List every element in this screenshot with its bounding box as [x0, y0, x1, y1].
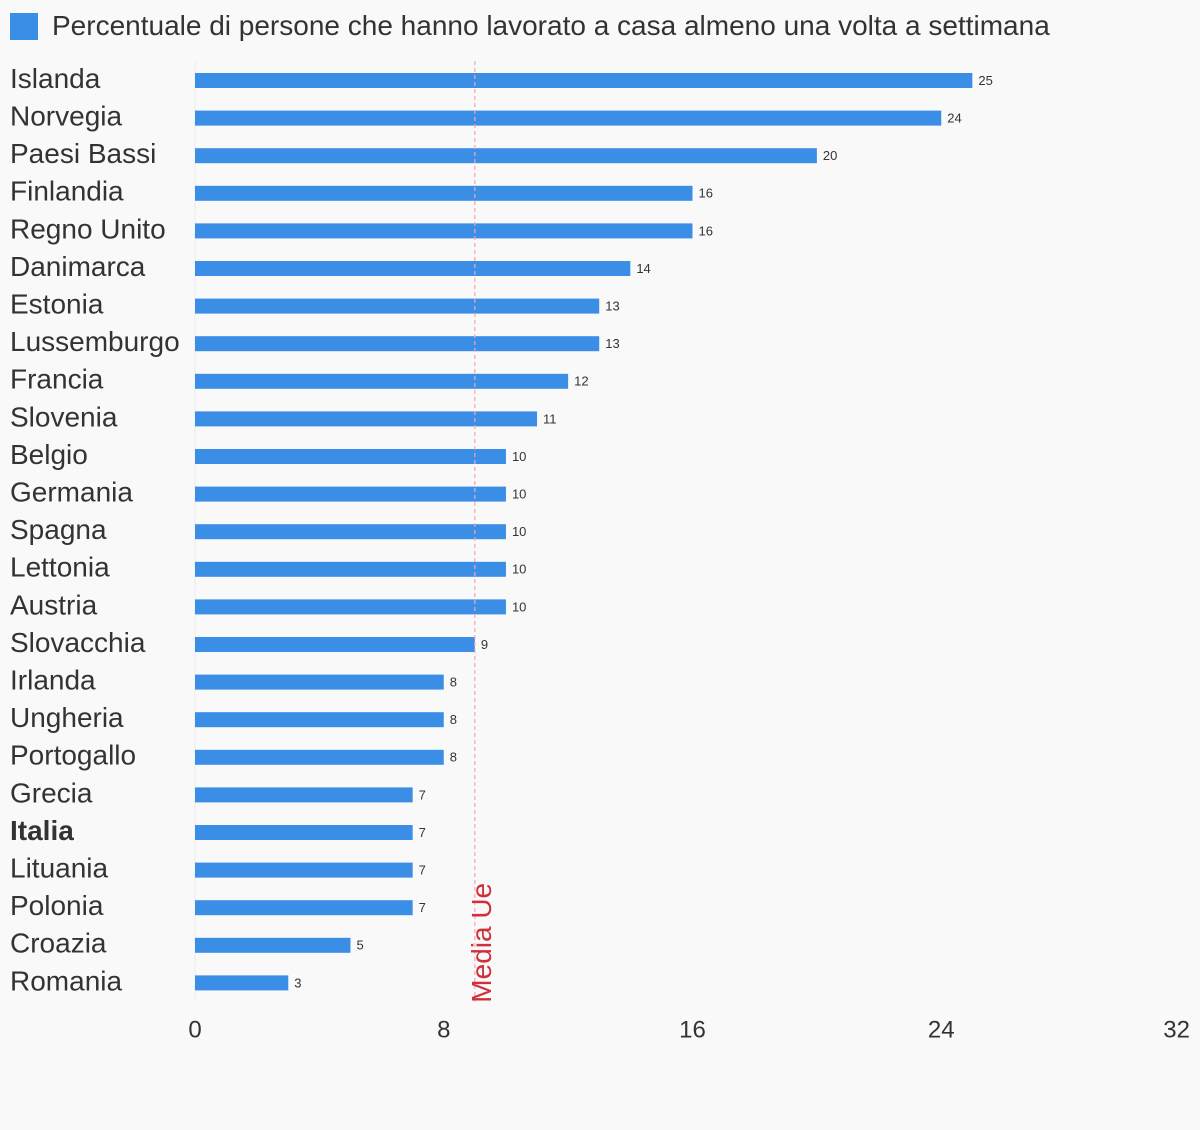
bar	[195, 900, 413, 916]
bar	[195, 486, 506, 502]
category-label: Ungheria	[10, 702, 124, 733]
bar	[195, 674, 444, 690]
x-tick-label: 32	[1163, 1016, 1190, 1043]
category-label: Slovacchia	[10, 627, 146, 658]
x-tick-label: 8	[437, 1016, 450, 1043]
data-label: 10	[512, 487, 526, 502]
bar	[195, 937, 351, 953]
bar	[195, 148, 817, 164]
category-label: Romania	[10, 965, 122, 996]
category-label: Irlanda	[10, 664, 96, 695]
bar	[195, 561, 506, 577]
bar	[195, 524, 506, 540]
data-label: 10	[512, 449, 526, 464]
category-label: Germania	[10, 476, 133, 507]
reference-line-label: Media Ue	[466, 883, 497, 1003]
x-tick-label: 16	[679, 1016, 706, 1043]
category-label: Lituania	[10, 852, 109, 883]
bar	[195, 712, 444, 728]
legend-swatch	[10, 12, 38, 40]
data-label: 8	[450, 750, 457, 765]
data-label: 20	[823, 148, 837, 163]
category-label: Norvegia	[10, 100, 122, 131]
category-label: Italia	[10, 815, 74, 846]
data-label: 14	[636, 261, 650, 276]
category-label: Slovenia	[10, 401, 118, 432]
category-label: Finlandia	[10, 176, 124, 207]
data-label: 13	[605, 299, 619, 314]
data-label: 3	[294, 975, 301, 990]
bar	[195, 749, 444, 765]
x-tick-label: 24	[928, 1016, 955, 1043]
category-label: Spagna	[10, 514, 107, 545]
category-label: Lettonia	[10, 552, 110, 583]
data-label: 10	[512, 524, 526, 539]
bar	[195, 73, 973, 88]
category-label: Lussemburgo	[10, 326, 180, 357]
bar	[195, 787, 413, 803]
bar	[195, 411, 538, 427]
bar	[195, 862, 413, 878]
bar	[195, 373, 569, 389]
data-label: 8	[450, 712, 457, 727]
bar	[195, 223, 693, 239]
data-label: 7	[419, 825, 426, 840]
x-tick-label: 0	[188, 1016, 201, 1043]
data-label: 7	[419, 787, 426, 802]
data-label: 12	[574, 374, 588, 389]
category-label: Islanda	[10, 63, 101, 94]
bar	[195, 599, 506, 615]
legend-label: Percentuale di persone che hanno lavorat…	[52, 10, 1050, 41]
bar	[195, 185, 693, 201]
category-label: Belgio	[10, 439, 88, 470]
data-label: 5	[356, 938, 363, 953]
category-label: Danimarca	[10, 251, 146, 282]
bar	[195, 975, 289, 991]
category-label: Grecia	[10, 777, 93, 808]
bar	[195, 298, 600, 314]
category-label: Estonia	[10, 288, 104, 319]
category-label: Croazia	[10, 928, 107, 959]
data-label: 7	[419, 863, 426, 878]
bar	[195, 336, 600, 352]
data-label: 9	[481, 637, 488, 652]
data-label: 7	[419, 900, 426, 915]
data-label: 8	[450, 675, 457, 690]
category-label: Paesi Bassi	[10, 138, 156, 169]
data-label: 25	[978, 73, 992, 88]
data-label: 16	[699, 223, 713, 238]
chart-legend: Percentuale di persone che hanno lavorat…	[10, 8, 1050, 44]
category-label: Regno Unito	[10, 213, 166, 244]
category-label: Portogallo	[10, 740, 136, 771]
data-label: 11	[543, 411, 557, 426]
data-label: 24	[947, 111, 961, 126]
data-label: 10	[512, 599, 526, 614]
bar	[195, 110, 942, 126]
bar	[195, 825, 413, 840]
data-label: 13	[605, 336, 619, 351]
data-label: 10	[512, 562, 526, 577]
category-label: Francia	[10, 364, 104, 395]
category-label: Austria	[10, 589, 98, 620]
bar	[195, 449, 506, 464]
bar	[195, 637, 475, 652]
bar	[195, 261, 631, 276]
data-label: 16	[699, 186, 713, 201]
category-label: Polonia	[10, 890, 104, 921]
